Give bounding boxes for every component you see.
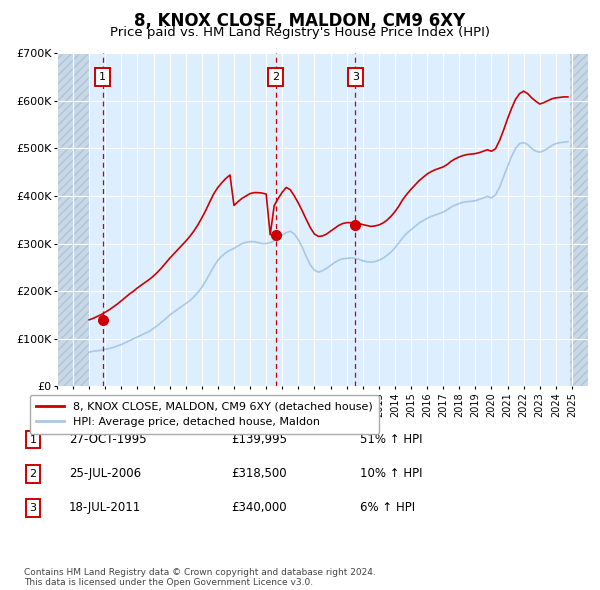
Text: Contains HM Land Registry data © Crown copyright and database right 2024.
This d: Contains HM Land Registry data © Crown c… <box>24 568 376 587</box>
Text: 2: 2 <box>29 469 37 478</box>
Legend: 8, KNOX CLOSE, MALDON, CM9 6XY (detached house), HPI: Average price, detached ho: 8, KNOX CLOSE, MALDON, CM9 6XY (detached… <box>29 395 379 434</box>
Text: 10% ↑ HPI: 10% ↑ HPI <box>360 467 422 480</box>
Bar <box>57 53 89 386</box>
Text: 2: 2 <box>272 72 279 82</box>
Text: 25-JUL-2006: 25-JUL-2006 <box>69 467 141 480</box>
Text: £318,500: £318,500 <box>231 467 287 480</box>
Text: 3: 3 <box>352 72 359 82</box>
Text: 1: 1 <box>99 72 106 82</box>
Bar <box>570 53 588 386</box>
Text: £139,995: £139,995 <box>231 433 287 446</box>
Text: 1: 1 <box>29 435 37 444</box>
Text: 51% ↑ HPI: 51% ↑ HPI <box>360 433 422 446</box>
Text: 27-OCT-1995: 27-OCT-1995 <box>69 433 146 446</box>
Text: 18-JUL-2011: 18-JUL-2011 <box>69 502 141 514</box>
Bar <box>570 53 588 386</box>
Text: 8, KNOX CLOSE, MALDON, CM9 6XY: 8, KNOX CLOSE, MALDON, CM9 6XY <box>134 12 466 30</box>
Text: £340,000: £340,000 <box>231 502 287 514</box>
Text: 6% ↑ HPI: 6% ↑ HPI <box>360 502 415 514</box>
Bar <box>57 53 89 386</box>
Text: 3: 3 <box>29 503 37 513</box>
Text: Price paid vs. HM Land Registry's House Price Index (HPI): Price paid vs. HM Land Registry's House … <box>110 26 490 39</box>
